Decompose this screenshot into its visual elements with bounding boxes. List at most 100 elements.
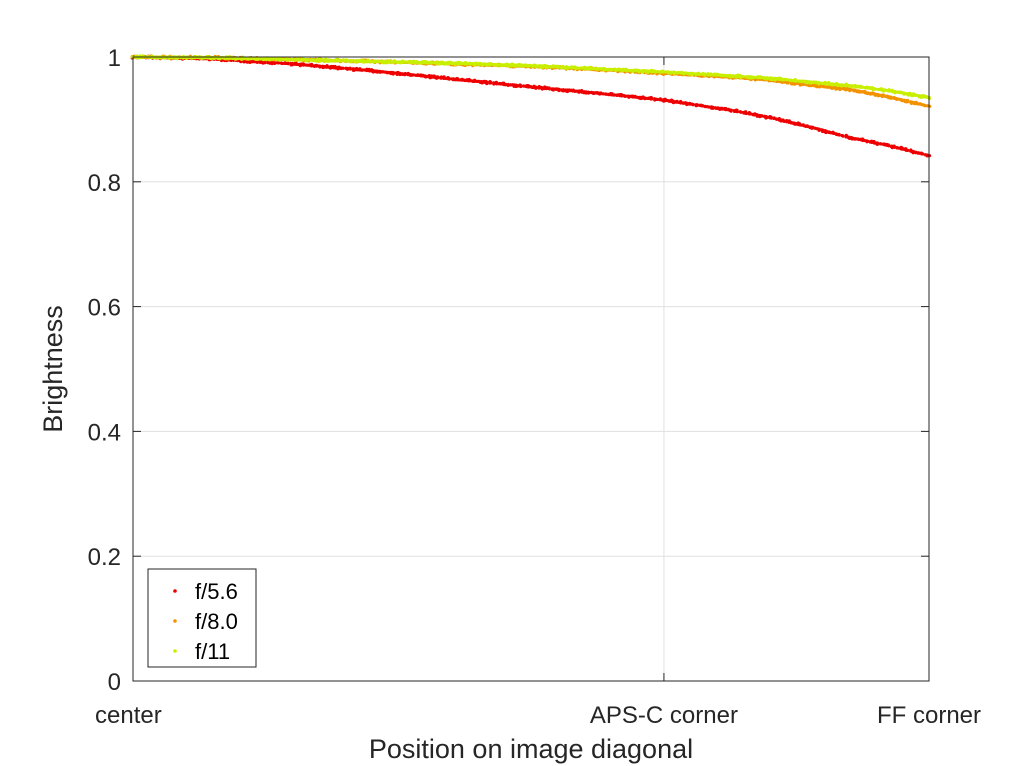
data-point — [519, 84, 523, 88]
data-point — [485, 80, 489, 84]
data-point — [415, 61, 419, 65]
data-point — [273, 61, 277, 64]
data-point — [707, 105, 711, 109]
data-point — [832, 132, 836, 135]
data-point — [650, 97, 654, 101]
data-point — [425, 74, 429, 78]
legend-item-2: f/11 — [173, 639, 230, 664]
data-point — [315, 64, 319, 68]
data-point — [383, 59, 387, 63]
legend-marker-1 — [173, 619, 177, 623]
legend-label-2: f/11 — [195, 639, 230, 664]
data-point — [810, 80, 813, 84]
data-point — [599, 67, 603, 71]
data-point — [895, 96, 899, 100]
data-point — [332, 58, 336, 62]
y-axis-title: Brightness — [38, 305, 68, 433]
data-point — [916, 102, 920, 105]
data-point — [461, 78, 464, 82]
data-point — [900, 98, 904, 102]
data-point — [389, 70, 393, 74]
data-point — [728, 73, 732, 77]
data-point — [387, 60, 391, 64]
data-point — [486, 62, 489, 66]
data-point — [893, 146, 896, 149]
data-point — [739, 110, 743, 114]
data-point — [393, 61, 396, 64]
data-point — [362, 68, 366, 72]
data-point — [518, 64, 521, 68]
plot-frame — [132, 56, 930, 682]
data-point — [876, 141, 879, 145]
data-point — [846, 88, 849, 92]
data-point — [770, 116, 773, 120]
y-tick-label: 0.2 — [88, 544, 121, 571]
data-point — [277, 61, 281, 65]
data-point — [802, 80, 806, 83]
data-point — [879, 142, 883, 146]
data-point — [656, 97, 660, 101]
data-point — [721, 73, 725, 77]
data-point — [417, 60, 421, 64]
data-point — [806, 125, 809, 129]
data-point — [616, 68, 620, 72]
data-point — [412, 73, 415, 77]
data-point — [298, 58, 302, 61]
data-point — [404, 73, 408, 76]
data-point — [887, 95, 891, 98]
y-tick-label: 0.8 — [88, 170, 121, 197]
data-point — [732, 74, 735, 77]
data-point — [711, 105, 715, 109]
data-point — [546, 64, 550, 68]
data-point — [925, 96, 929, 99]
grid-lines — [133, 57, 929, 681]
data-point — [535, 64, 539, 68]
data-point — [912, 149, 915, 153]
data-point — [561, 88, 565, 91]
data-point — [263, 60, 267, 64]
legend-item-1: f/8.0 — [173, 609, 238, 634]
data-point — [914, 150, 918, 154]
x-tick-label: FF corner — [877, 702, 981, 729]
data-point — [766, 76, 769, 80]
data-point — [836, 82, 840, 86]
data-point — [296, 62, 300, 66]
data-point — [376, 69, 379, 73]
data-point — [673, 70, 677, 74]
data-point — [552, 65, 555, 69]
data-point — [281, 57, 285, 61]
data-point — [925, 104, 929, 108]
data-point — [495, 62, 499, 66]
data-point — [906, 148, 910, 152]
data-point — [821, 128, 825, 132]
data-point — [474, 63, 478, 66]
data-point — [713, 73, 717, 77]
data-point — [878, 93, 882, 97]
data-point — [341, 66, 345, 70]
data-point — [358, 60, 362, 63]
data-point — [451, 61, 455, 65]
x-axis-title: Position on image diagonal — [369, 734, 693, 764]
data-point — [612, 93, 616, 97]
data-point — [421, 74, 425, 78]
data-point — [286, 62, 290, 66]
data-point — [874, 92, 878, 96]
data-point — [567, 65, 570, 69]
series-0 — [130, 54, 932, 158]
y-tick-label: 0.4 — [88, 419, 121, 446]
data-point — [318, 64, 322, 68]
data-point — [874, 87, 878, 91]
data-point — [294, 58, 298, 61]
axis-ticks — [132, 56, 930, 682]
data-point — [372, 69, 375, 72]
data-point — [817, 80, 821, 84]
data-point — [692, 72, 696, 75]
data-point — [827, 82, 831, 86]
data-point — [506, 63, 510, 67]
data-point — [891, 90, 894, 94]
data-point — [735, 110, 739, 114]
data-point — [512, 83, 516, 87]
data-point — [351, 59, 355, 63]
data-point — [489, 81, 493, 85]
tick-labels: 0 0.2 0.4 0.6 0.8 1 center APS-C corner FF corne… — [88, 45, 981, 729]
